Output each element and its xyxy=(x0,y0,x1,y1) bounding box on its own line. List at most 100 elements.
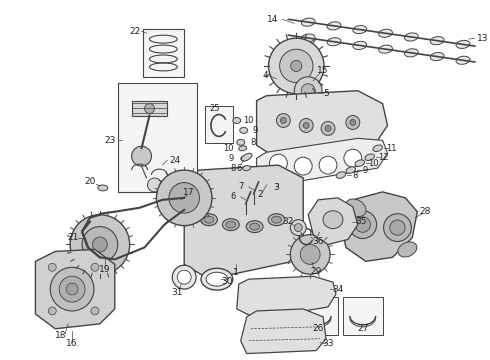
Ellipse shape xyxy=(204,216,214,223)
Text: 31: 31 xyxy=(172,288,183,297)
Polygon shape xyxy=(237,276,336,319)
Text: 11: 11 xyxy=(386,144,397,153)
Circle shape xyxy=(291,60,302,72)
Circle shape xyxy=(299,118,313,132)
Ellipse shape xyxy=(239,146,246,151)
Text: 29: 29 xyxy=(311,267,322,276)
Ellipse shape xyxy=(365,154,374,161)
Circle shape xyxy=(294,157,312,175)
Text: 27: 27 xyxy=(357,324,368,333)
Polygon shape xyxy=(257,138,388,185)
Ellipse shape xyxy=(241,153,252,161)
Ellipse shape xyxy=(398,242,417,257)
Circle shape xyxy=(177,270,191,284)
Circle shape xyxy=(59,276,85,302)
Ellipse shape xyxy=(355,160,365,166)
Text: 8: 8 xyxy=(230,163,236,172)
Text: 6: 6 xyxy=(230,192,236,201)
Ellipse shape xyxy=(243,166,250,171)
Ellipse shape xyxy=(404,49,418,57)
Ellipse shape xyxy=(456,40,470,49)
Polygon shape xyxy=(308,198,358,244)
Circle shape xyxy=(350,120,356,125)
Ellipse shape xyxy=(250,223,260,230)
Ellipse shape xyxy=(301,34,315,42)
Polygon shape xyxy=(184,165,303,279)
Text: 4: 4 xyxy=(263,71,269,80)
Ellipse shape xyxy=(430,37,444,45)
Circle shape xyxy=(276,113,291,127)
Circle shape xyxy=(321,121,335,135)
Text: 20: 20 xyxy=(84,177,96,186)
Bar xyxy=(132,101,168,116)
Circle shape xyxy=(169,183,199,213)
Circle shape xyxy=(280,117,286,123)
Ellipse shape xyxy=(241,156,248,161)
Ellipse shape xyxy=(379,29,392,37)
Circle shape xyxy=(132,146,151,166)
Polygon shape xyxy=(340,192,417,261)
Ellipse shape xyxy=(336,172,345,178)
Circle shape xyxy=(269,38,324,94)
Text: 12: 12 xyxy=(378,153,389,162)
Text: 15: 15 xyxy=(318,66,329,75)
Ellipse shape xyxy=(240,127,247,134)
Text: 16: 16 xyxy=(66,339,78,348)
Circle shape xyxy=(91,263,99,271)
Circle shape xyxy=(49,263,56,271)
Circle shape xyxy=(319,156,337,174)
Text: 10: 10 xyxy=(368,159,379,168)
Circle shape xyxy=(346,116,360,129)
Ellipse shape xyxy=(201,268,233,290)
Text: 25: 25 xyxy=(210,104,220,113)
Circle shape xyxy=(325,125,331,131)
Ellipse shape xyxy=(327,22,341,30)
Text: 21: 21 xyxy=(68,233,79,242)
Circle shape xyxy=(390,220,405,235)
Text: 30: 30 xyxy=(221,277,233,286)
Ellipse shape xyxy=(327,38,341,46)
Ellipse shape xyxy=(268,214,285,226)
Ellipse shape xyxy=(226,221,236,228)
Circle shape xyxy=(294,224,302,231)
Circle shape xyxy=(291,235,330,274)
Circle shape xyxy=(301,84,315,98)
Circle shape xyxy=(349,211,377,239)
Ellipse shape xyxy=(379,45,392,53)
Circle shape xyxy=(156,170,212,226)
Bar xyxy=(118,83,197,192)
Circle shape xyxy=(355,217,370,232)
Text: 32: 32 xyxy=(283,217,294,226)
Ellipse shape xyxy=(353,41,367,49)
Ellipse shape xyxy=(373,145,382,152)
Circle shape xyxy=(49,307,56,315)
Circle shape xyxy=(82,226,118,262)
Text: 34: 34 xyxy=(332,285,343,294)
Text: 5: 5 xyxy=(323,89,329,98)
Circle shape xyxy=(172,265,196,289)
Text: 3: 3 xyxy=(273,184,279,193)
Ellipse shape xyxy=(206,272,228,286)
Circle shape xyxy=(300,244,320,264)
Ellipse shape xyxy=(200,214,218,226)
Circle shape xyxy=(93,237,107,252)
Ellipse shape xyxy=(237,139,245,145)
Ellipse shape xyxy=(301,18,315,26)
Circle shape xyxy=(50,267,94,311)
Circle shape xyxy=(291,220,306,235)
Text: 9: 9 xyxy=(253,126,258,135)
Text: 22: 22 xyxy=(129,27,141,36)
Ellipse shape xyxy=(353,26,367,33)
Text: 13: 13 xyxy=(477,33,489,42)
Circle shape xyxy=(384,214,411,242)
Ellipse shape xyxy=(246,221,263,233)
Text: 7: 7 xyxy=(238,183,244,192)
Text: 33: 33 xyxy=(322,339,334,348)
Text: 9: 9 xyxy=(362,166,368,175)
Ellipse shape xyxy=(271,216,281,223)
Circle shape xyxy=(294,77,322,105)
Text: 28: 28 xyxy=(419,207,431,216)
Circle shape xyxy=(303,122,309,129)
Ellipse shape xyxy=(346,167,356,174)
Circle shape xyxy=(70,215,130,274)
